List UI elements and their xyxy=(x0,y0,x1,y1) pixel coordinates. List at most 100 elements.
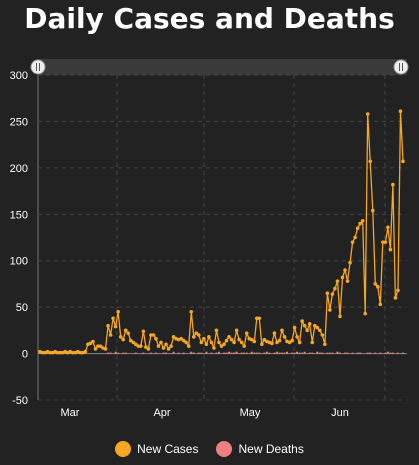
data-point-new-cases xyxy=(375,284,380,289)
death-bar xyxy=(268,352,271,354)
death-bar xyxy=(172,351,175,354)
death-bar xyxy=(233,352,236,354)
data-point-new-cases xyxy=(93,347,98,351)
data-point-new-cases xyxy=(307,322,312,326)
data-point-new-cases xyxy=(111,316,115,321)
data-point-new-cases xyxy=(184,340,189,345)
death-bar xyxy=(245,352,248,354)
death-bar xyxy=(351,352,354,354)
data-point-new-cases xyxy=(338,314,342,319)
death-bar xyxy=(366,352,369,354)
death-bar xyxy=(250,351,253,354)
death-bar xyxy=(243,352,246,354)
death-bar xyxy=(253,352,256,354)
data-point-new-cases xyxy=(282,335,287,339)
data-point-new-cases xyxy=(98,344,103,348)
data-point-new-cases xyxy=(358,221,362,226)
data-point-new-cases xyxy=(277,338,282,343)
y-tick-label: 200 xyxy=(10,163,28,175)
death-bar xyxy=(286,351,289,354)
death-bar xyxy=(165,352,168,354)
data-point-new-cases xyxy=(83,349,88,354)
data-point-new-cases xyxy=(343,268,347,272)
death-bar xyxy=(263,352,266,354)
death-bar xyxy=(291,352,294,354)
data-point-new-cases xyxy=(118,335,123,339)
data-point-new-cases xyxy=(237,337,241,342)
death-bar xyxy=(228,351,231,354)
death-bar xyxy=(296,351,299,354)
chart-area: 300 250 200 150 100 50 0 -50 Mar Apr May Jun xyxy=(10,59,409,419)
data-point-new-cases xyxy=(355,226,360,231)
death-bar xyxy=(331,352,334,354)
data-point-new-cases xyxy=(325,291,330,296)
data-point-new-cases xyxy=(217,340,221,345)
death-bar xyxy=(142,352,145,354)
data-point-new-cases xyxy=(381,240,385,244)
death-bar xyxy=(210,352,213,354)
death-bar xyxy=(192,352,195,354)
death-bar xyxy=(338,352,341,354)
data-point-new-cases xyxy=(315,325,320,330)
data-point-new-cases xyxy=(348,260,352,265)
data-point-new-cases xyxy=(191,335,196,339)
scrollbar-handle-right-icon[interactable] xyxy=(393,59,409,75)
legend: New Cases New Deaths xyxy=(0,441,419,457)
death-bar xyxy=(154,352,157,354)
chart-title: Daily Cases and Deaths xyxy=(24,2,395,35)
death-bar xyxy=(109,352,112,354)
data-point-new-cases xyxy=(141,329,146,334)
death-bar xyxy=(389,352,392,354)
data-point-new-cases xyxy=(204,342,209,347)
scrollbar-handle-left-icon[interactable] xyxy=(30,59,46,75)
death-bar xyxy=(346,352,349,354)
legend-item-new-deaths[interactable]: New Deaths xyxy=(216,441,304,457)
data-point-new-cases xyxy=(126,331,131,335)
death-bar xyxy=(122,352,125,354)
data-point-new-cases xyxy=(154,336,158,341)
data-point-new-cases xyxy=(232,340,236,345)
death-bar xyxy=(298,352,301,354)
data-point-new-cases xyxy=(214,328,219,333)
death-bar xyxy=(336,351,339,354)
death-bar xyxy=(225,352,228,354)
data-point-new-cases xyxy=(401,159,405,164)
data-point-new-cases xyxy=(310,340,315,345)
data-point-new-cases xyxy=(108,333,113,337)
death-bar xyxy=(107,352,110,354)
death-bar xyxy=(265,351,268,354)
data-point-new-cases xyxy=(262,337,267,342)
data-point-new-cases xyxy=(257,316,262,321)
death-bar xyxy=(230,352,233,354)
data-point-new-cases xyxy=(333,286,337,291)
y-tick-label: 100 xyxy=(10,256,28,268)
data-point-new-cases xyxy=(149,333,153,337)
data-point-new-cases xyxy=(360,218,365,223)
death-bar xyxy=(359,352,362,354)
data-point-new-cases xyxy=(164,342,168,347)
data-point-new-cases xyxy=(169,344,173,348)
data-point-new-cases xyxy=(55,350,60,355)
death-bar xyxy=(217,351,220,354)
y-tick-label: 250 xyxy=(10,116,28,128)
death-bar xyxy=(283,352,286,354)
death-bar xyxy=(303,351,306,354)
death-bar xyxy=(275,351,278,354)
data-point-new-cases xyxy=(151,333,156,337)
legend-item-new-cases[interactable]: New Cases xyxy=(115,441,198,457)
death-bar xyxy=(235,351,238,354)
data-point-new-cases xyxy=(116,309,120,314)
death-bar xyxy=(316,351,319,354)
death-bar xyxy=(321,352,324,354)
data-point-new-cases xyxy=(40,350,45,355)
data-point-new-cases xyxy=(335,279,340,283)
data-point-new-cases xyxy=(123,328,128,333)
data-point-new-cases xyxy=(295,335,299,339)
data-point-new-cases xyxy=(113,324,118,329)
y-tick-label: -50 xyxy=(12,395,28,407)
data-point-new-cases xyxy=(146,347,151,351)
death-bar xyxy=(215,352,218,354)
data-point-new-cases xyxy=(209,340,214,345)
data-point-new-cases xyxy=(393,296,398,300)
death-bar xyxy=(114,351,117,354)
